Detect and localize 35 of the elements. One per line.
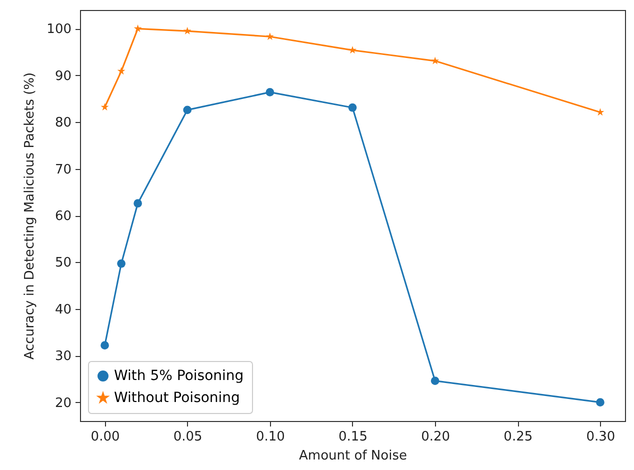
y-tick-label: 80 xyxy=(54,116,72,131)
x-tick-label: 0.00 xyxy=(90,430,120,444)
x-tick-label: 0.15 xyxy=(338,430,368,444)
point xyxy=(266,32,274,40)
y-tick-label: 30 xyxy=(54,349,72,364)
y-tick-label: 50 xyxy=(54,256,72,271)
x-tick-label: 0.30 xyxy=(586,430,616,444)
point xyxy=(117,259,126,268)
y-tick-label: 90 xyxy=(54,68,72,84)
point xyxy=(431,56,440,64)
point xyxy=(266,88,274,96)
point xyxy=(100,102,109,111)
point xyxy=(183,106,192,114)
y-tick-label: 60 xyxy=(54,209,72,224)
y-tick-label: 70 xyxy=(54,162,72,178)
point xyxy=(100,341,109,350)
point xyxy=(183,26,192,34)
y-axis-title: Accuracy in Detecting Malicious Packets (%) xyxy=(22,72,38,360)
point xyxy=(348,46,356,54)
point xyxy=(348,103,357,112)
point xyxy=(134,24,142,32)
point xyxy=(596,398,604,406)
x-tick-label: 0.20 xyxy=(421,430,450,444)
legend-label: With 5% Poisoning xyxy=(114,368,244,384)
y-tick-label: 40 xyxy=(54,302,72,318)
point xyxy=(117,67,126,75)
x-tick-label: 0.05 xyxy=(173,430,202,444)
point xyxy=(430,376,440,386)
y-tick-label: 100 xyxy=(46,22,72,38)
y-tick-label: 20 xyxy=(54,396,72,411)
legend-label: Without Poisoning xyxy=(114,390,240,406)
x-tick-label: 0.25 xyxy=(504,430,533,444)
x-tick-label: 0.10 xyxy=(256,430,285,444)
x-axis-title: Amount of Noise xyxy=(299,448,407,464)
point xyxy=(134,199,142,208)
